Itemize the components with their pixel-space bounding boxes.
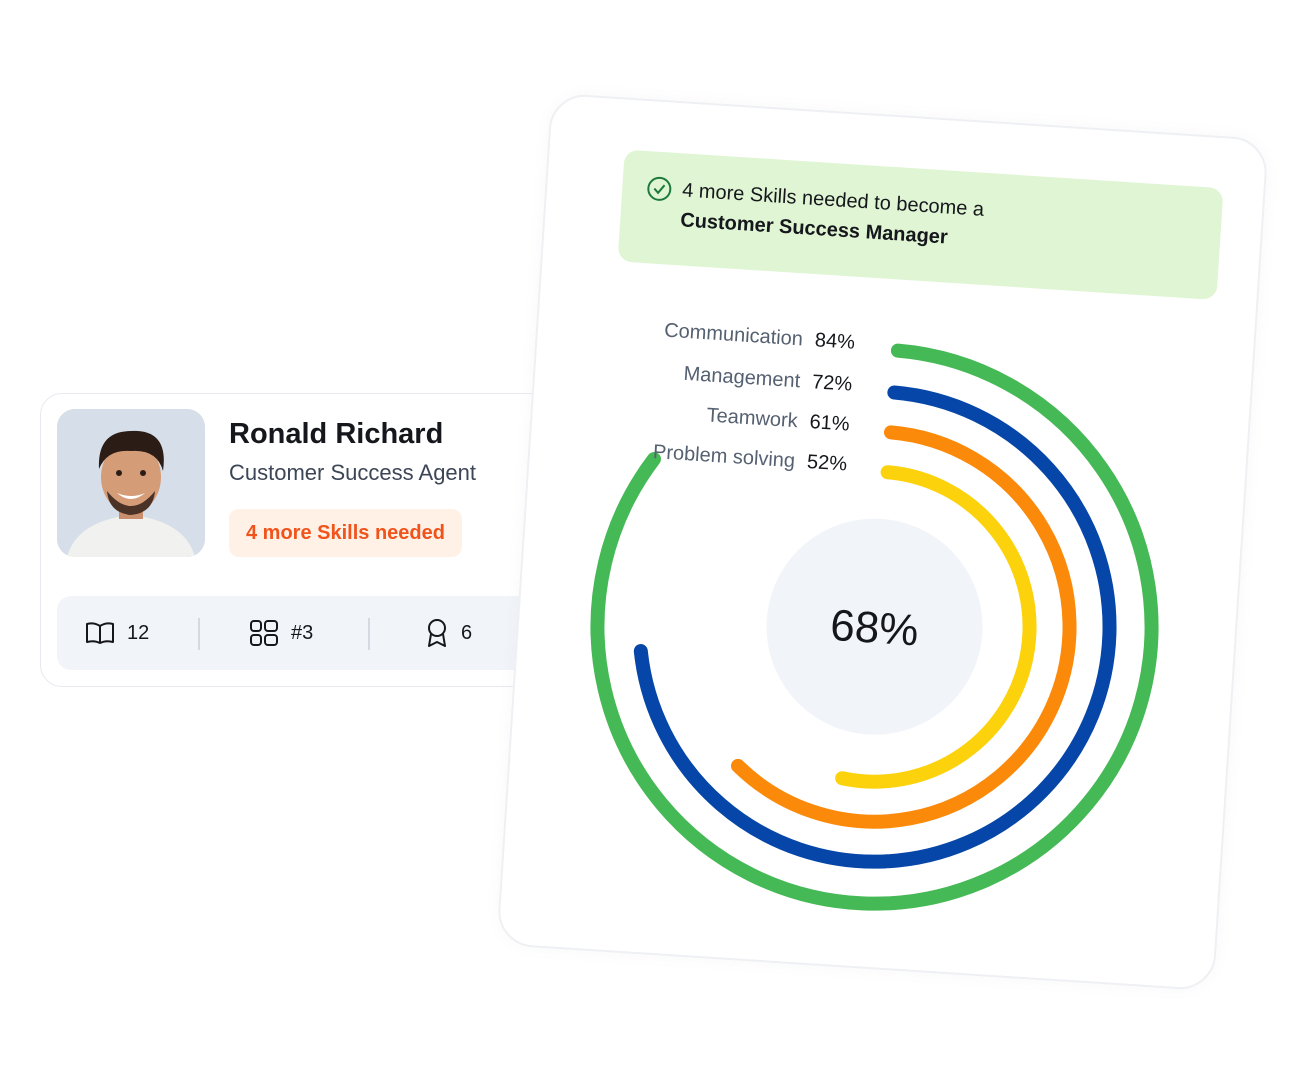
skills-needed-badge: 4 more Skills needed bbox=[229, 509, 462, 557]
avatar bbox=[57, 409, 205, 557]
divider bbox=[198, 618, 200, 650]
radial-bar-chart: 68% bbox=[590, 343, 1159, 911]
center-circle bbox=[766, 518, 983, 735]
stat-value: #3 bbox=[291, 621, 314, 644]
stat-awards: 6 bbox=[425, 596, 472, 670]
stats-bar: 12 #3 6 bbox=[57, 596, 537, 670]
skill-percent: 52% bbox=[806, 450, 848, 476]
stat-courses: 12 bbox=[85, 596, 149, 670]
profile-role: Customer Success Agent bbox=[229, 460, 477, 485]
book-icon bbox=[86, 622, 114, 644]
center-value: 68% bbox=[829, 601, 920, 656]
profile-card: Ronald Richard Customer Success Agent 4 … bbox=[40, 393, 582, 687]
divider bbox=[368, 618, 370, 650]
profile-name: Ronald Richard bbox=[229, 418, 444, 450]
skill-percent: 84% bbox=[814, 329, 856, 354]
stat-rank: #3 bbox=[249, 596, 313, 670]
grid-icon bbox=[250, 620, 278, 646]
arc-management bbox=[633, 385, 1117, 869]
arc-communication bbox=[590, 343, 1159, 911]
skill-percent: 61% bbox=[808, 411, 851, 436]
arc-problem-solving bbox=[835, 465, 1037, 789]
skill-percent: 72% bbox=[811, 371, 853, 396]
arc-teamwork bbox=[730, 425, 1077, 829]
stat-value: 12 bbox=[127, 621, 150, 644]
award-icon bbox=[428, 619, 446, 647]
check-circle-icon bbox=[647, 176, 672, 201]
stat-value: 6 bbox=[461, 621, 473, 644]
skills-chart-card: 4 more Skills needed to become a Custome… bbox=[496, 92, 1269, 992]
career-goal-banner: 4 more Skills needed to become a Custome… bbox=[617, 149, 1224, 301]
